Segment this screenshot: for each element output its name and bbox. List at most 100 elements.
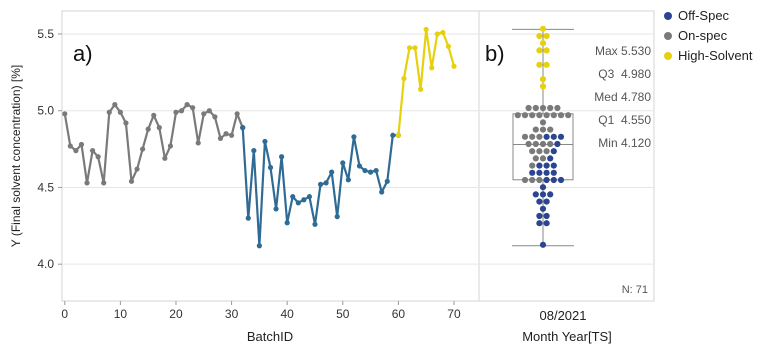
data-point-on-spec <box>62 111 68 117</box>
data-point-on-spec <box>73 148 79 154</box>
data-point-on-spec <box>195 140 201 146</box>
stat-min: Min 4.120 <box>598 136 651 150</box>
data-point-on-spec <box>228 132 235 138</box>
panel-b-points <box>514 25 572 248</box>
legend-label-off-spec: Off-Spec <box>678 8 730 23</box>
swarm-point <box>543 220 550 227</box>
swarm-point <box>529 133 536 140</box>
stat-median: Med 4.780 <box>594 90 651 104</box>
swarm-point <box>539 40 547 47</box>
swarm-point <box>539 76 547 83</box>
data-point-off-spec <box>317 181 324 187</box>
data-point-on-spec <box>67 143 73 149</box>
legend-swatch-high-solvent <box>664 51 672 60</box>
stat-max: Max 5.530 <box>595 44 651 58</box>
data-point-off-spec <box>362 167 368 174</box>
data-point-high-solvent <box>412 45 418 51</box>
swarm-point <box>539 140 547 148</box>
data-point-on-spec <box>201 111 207 117</box>
swarm-point <box>543 47 550 54</box>
legend-item-on-spec: On-spec <box>664 28 727 43</box>
panel-a-label: a) <box>73 41 93 66</box>
data-point-off-spec <box>356 163 363 169</box>
data-point-off-spec <box>379 189 385 195</box>
swarm-point <box>536 162 543 169</box>
swarm-point <box>550 176 557 184</box>
data-point-off-spec <box>334 214 340 220</box>
swarm-point <box>514 112 521 119</box>
swarm-point <box>550 112 557 119</box>
x-tick-label: 70 <box>447 307 461 321</box>
data-point-off-spec <box>273 206 279 212</box>
data-point-off-spec <box>245 215 251 221</box>
data-point-high-solvent <box>401 75 407 82</box>
swarm-point <box>539 119 547 126</box>
data-point-off-spec <box>390 132 396 138</box>
legend-label-high-solvent: High-Solvent <box>678 48 753 63</box>
swarm-point <box>536 220 543 227</box>
data-point-off-spec <box>295 200 301 206</box>
x-tick-label: 60 <box>392 307 406 321</box>
data-point-on-spec <box>89 148 96 154</box>
swarm-point <box>536 112 543 119</box>
data-point-high-solvent <box>434 31 440 37</box>
data-point-off-spec <box>345 177 351 183</box>
x-tick-label: 50 <box>336 307 350 321</box>
data-point-on-spec <box>156 125 162 131</box>
x-tick-label: 20 <box>169 307 183 321</box>
swarm-point <box>539 25 547 32</box>
swarm-point <box>521 112 529 119</box>
data-point-on-spec <box>128 178 135 184</box>
swarm-point <box>521 176 529 184</box>
swarm-point <box>532 140 539 148</box>
data-point-on-spec <box>212 114 218 120</box>
data-point-on-spec <box>190 105 196 111</box>
x-tick-label: 0 <box>61 307 68 321</box>
data-point-on-spec <box>117 109 123 115</box>
swarm-point <box>536 32 543 40</box>
swarm-point <box>539 184 547 191</box>
stat-q1: Q1 4.550 <box>598 113 651 127</box>
swarm-point <box>539 126 547 133</box>
swarm-point <box>532 191 539 198</box>
data-point-on-spec <box>217 135 224 141</box>
swarm-point <box>547 155 554 162</box>
swarm-point <box>529 112 536 119</box>
swarm-point <box>547 140 554 148</box>
data-point-high-solvent <box>445 43 452 49</box>
swarm-point <box>554 140 561 148</box>
data-point-on-spec <box>184 101 190 108</box>
swarm-point <box>539 104 547 112</box>
data-point-off-spec <box>329 169 335 175</box>
panel-a-frame <box>61 10 480 302</box>
data-point-on-spec <box>95 154 101 160</box>
swarm-point <box>554 104 561 112</box>
swarm-point <box>529 162 536 169</box>
panel-a-axis-ticks: 0 10 20 30 40 50 60 70 4.0 4.5 5.0 5.5 <box>37 27 461 321</box>
data-point-on-spec <box>167 143 174 149</box>
y-axis-label: Y (Final solvent concentration) [%] <box>9 65 23 248</box>
swarm-point <box>547 126 554 133</box>
x-tick-label: 40 <box>281 307 295 321</box>
legend-swatch-on-spec <box>664 31 672 40</box>
legend-swatch-off-spec <box>664 11 672 20</box>
data-point-on-spec <box>178 108 185 114</box>
data-point-high-solvent <box>451 63 457 69</box>
data-point-off-spec <box>384 178 390 184</box>
data-point-off-spec <box>262 138 268 145</box>
swarm-point <box>550 162 557 169</box>
data-point-high-solvent <box>418 86 424 92</box>
data-point-off-spec <box>279 154 285 160</box>
panel-b-label: b) <box>485 41 505 66</box>
swarm-point <box>536 169 543 176</box>
swarm-point <box>536 61 543 68</box>
y-tick-label: 5.0 <box>37 104 54 118</box>
swarm-point <box>543 61 550 68</box>
data-point-on-spec <box>145 126 151 132</box>
swarm-point <box>550 169 557 176</box>
data-point-off-spec <box>323 180 329 186</box>
swarm-point <box>550 133 557 140</box>
swarm-point <box>543 32 550 40</box>
